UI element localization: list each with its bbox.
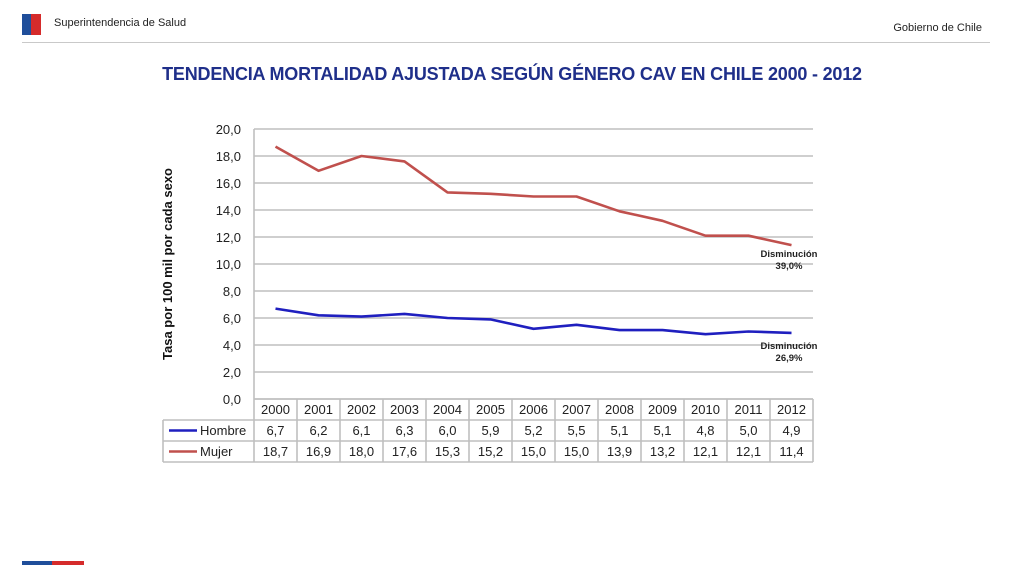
- table-value-hombre: 5,1: [610, 423, 628, 438]
- x-tick-label: 2009: [648, 402, 677, 417]
- x-tick-label: 2011: [735, 402, 763, 417]
- table-value-hombre: 5,2: [524, 423, 542, 438]
- footer-bar-blue: [22, 561, 52, 565]
- flag-blue-band: [22, 14, 31, 35]
- annotation-hombre: 26,9%: [776, 353, 803, 364]
- annotation-mujer: Disminución: [760, 249, 817, 260]
- series-line-mujer: [274, 145, 792, 247]
- y-tick-label: 12,0: [216, 230, 241, 245]
- table-value-mujer: 15,0: [564, 444, 589, 459]
- table-value-mujer: 15,2: [478, 444, 503, 459]
- y-tick-label: 2,0: [223, 365, 241, 380]
- table-value-mujer: 18,7: [263, 444, 288, 459]
- series-line-hombre: [275, 307, 792, 336]
- table-value-hombre: 6,7: [266, 423, 284, 438]
- table-value-mujer: 11,4: [779, 444, 803, 459]
- x-tick-label: 2008: [605, 402, 634, 417]
- y-tick-label: 14,0: [216, 203, 241, 218]
- chart-title: TENDENCIA MORTALIDAD AJUSTADA SEGÚN GÉNE…: [162, 64, 862, 84]
- y-axis-label: Tasa por 100 mil por cada sexo: [160, 168, 175, 360]
- table-value-mujer: 15,0: [521, 444, 546, 459]
- table-value-hombre: 5,1: [653, 423, 671, 438]
- table-value-mujer: 15,3: [435, 444, 460, 459]
- table-value-hombre: 6,3: [395, 423, 413, 438]
- table-value-hombre: 6,0: [438, 423, 456, 438]
- footer-flag-bar: [22, 561, 84, 565]
- table-value-mujer: 18,0: [349, 444, 374, 459]
- y-tick-label: 8,0: [223, 284, 241, 299]
- table-value-hombre: 5,0: [739, 423, 757, 438]
- x-tick-label: 2005: [476, 402, 505, 417]
- table-value-hombre: 4,8: [696, 423, 714, 438]
- y-tick-label: 18,0: [216, 149, 241, 164]
- table-value-hombre: 5,9: [481, 423, 499, 438]
- y-tick-label: 16,0: [216, 176, 241, 191]
- legend-label-hombre: Hombre: [200, 423, 246, 438]
- table-value-mujer: 13,9: [607, 444, 632, 459]
- x-tick-label: 2001: [304, 402, 333, 417]
- legend-label-mujer: Mujer: [200, 444, 233, 459]
- table-value-mujer: 12,1: [693, 444, 718, 459]
- table-value-hombre: 6,2: [309, 423, 327, 438]
- x-tick-label: 2006: [519, 402, 548, 417]
- y-tick-label: 0,0: [223, 392, 241, 407]
- header-divider: [22, 42, 990, 43]
- footer-bar-red: [52, 561, 84, 565]
- y-tick-label: 20,0: [216, 122, 241, 137]
- government-name: Gobierno de Chile: [893, 22, 982, 34]
- table-value-hombre: 4,9: [782, 423, 800, 438]
- x-tick-label: 2010: [691, 402, 720, 417]
- table-value-mujer: 17,6: [392, 444, 417, 459]
- x-tick-label: 2007: [562, 402, 591, 417]
- table-value-mujer: 12,1: [736, 444, 761, 459]
- x-tick-label: 2012: [777, 402, 806, 417]
- organization-name: Superintendencia de Salud: [54, 17, 187, 29]
- chile-flag-logo: [22, 14, 41, 35]
- y-tick-label: 10,0: [216, 257, 241, 272]
- table-value-hombre: 5,5: [567, 423, 585, 438]
- annotation-mujer: 39,0%: [776, 261, 803, 272]
- y-tick-label: 6,0: [223, 311, 241, 326]
- x-tick-label: 2000: [261, 402, 290, 417]
- table-value-hombre: 6,1: [352, 423, 370, 438]
- x-tick-label: 2004: [433, 402, 462, 417]
- annotation-hombre: Disminución: [760, 341, 817, 352]
- x-tick-label: 2002: [347, 402, 376, 417]
- table-value-mujer: 13,2: [650, 444, 675, 459]
- flag-red-band: [31, 14, 41, 35]
- y-tick-label: 4,0: [223, 338, 241, 353]
- x-tick-label: 2003: [390, 402, 419, 417]
- table-value-mujer: 16,9: [306, 444, 331, 459]
